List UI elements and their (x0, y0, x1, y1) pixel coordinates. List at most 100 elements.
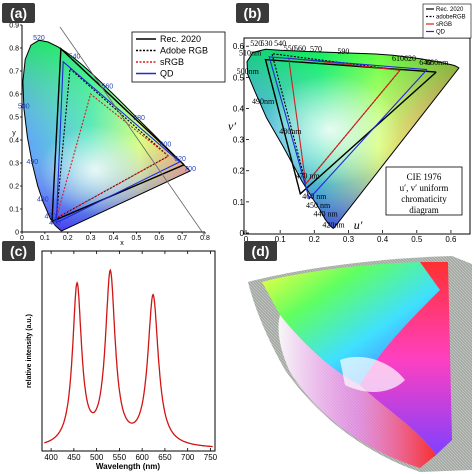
wavelength-label: 500 (18, 103, 30, 110)
color-surface-bottom (278, 315, 436, 468)
note-line-4: diagram (409, 205, 439, 215)
x-tick-label: 650 (158, 453, 172, 462)
gamut-qd (268, 56, 428, 200)
wavelength-label: 620 (174, 156, 186, 163)
wavelength-label: 470 nm (295, 172, 320, 181)
y-tick-label: 0.2 (9, 184, 19, 191)
y-axis-label: y (12, 130, 16, 137)
wavelength-label: 480nm (279, 127, 302, 136)
legend-entry: sRGB (160, 57, 184, 67)
y-tick-label: 0.1 (233, 198, 245, 207)
legend-entry: Rec. 2020 (436, 7, 464, 13)
x-axis-label: x (120, 240, 124, 247)
wavelength-label: 580 (133, 115, 145, 122)
y-tick-label: 0.7 (9, 69, 19, 76)
emission-spectrum-line (44, 268, 213, 448)
legend-entry: QD (436, 30, 446, 36)
x-tick-label: 0 (20, 235, 24, 242)
panel-badge: (a) (2, 3, 35, 23)
panel-c: 400 450 500 550 600 650 700 750 Wavelength (nm)… (2, 241, 218, 471)
wavelength-label: 420nm (322, 221, 345, 230)
wavelength-label: 510nm (239, 49, 262, 58)
x-tick-label: 500 (90, 453, 104, 462)
x-tick-label: 0.3 (343, 235, 355, 244)
gamut-srgb (55, 93, 169, 220)
y-tick-label: 0 (15, 230, 19, 237)
gamut-srgb (288, 57, 401, 186)
wavelength-label: 500nm (237, 67, 260, 76)
wavelength-label: 490 (26, 159, 38, 166)
color-surface-left (262, 262, 440, 385)
wavelength-label: 460 nm (302, 192, 327, 201)
note-line-1: CIE 1976 (407, 172, 442, 182)
wavelength-label: 570 (310, 45, 322, 54)
wavelength-label: 540 (274, 39, 286, 48)
note-line-2: u′, v′ uniform (400, 183, 449, 193)
panel-badge: (d) (244, 241, 277, 261)
x-tick-label: 700 (181, 453, 195, 462)
wavelength-label: 620 (404, 54, 416, 63)
panel-badge: (b) (236, 3, 269, 23)
x-tick-label: 0.3 (86, 235, 96, 242)
y-tick-label: 0.4 (233, 104, 245, 113)
gamut-volume-3d (248, 256, 472, 472)
panel-label: (c) (10, 243, 27, 259)
x-tick-label: 0.5 (132, 235, 142, 242)
wavelength-label: 450 nm (306, 201, 331, 210)
wavelength-label: 700 (184, 166, 196, 173)
x-tick-label: 450 (67, 453, 81, 462)
axes: 0 0.1 0.2 0.3 0.4 0.5 0.6 0 0.1 0.2 0.3 0.4 0.5 0.6 (233, 42, 457, 244)
x-tick-label: 0.8 (200, 235, 210, 242)
color-surface-right (360, 262, 452, 455)
gamut-qd (55, 60, 181, 224)
x-tick-label: 750 (204, 453, 218, 462)
y-tick-label: 0.2 (233, 167, 245, 176)
x-tick-label: 0.4 (109, 235, 119, 242)
y-tick-label: 0.5 (233, 73, 245, 82)
panel-label: (a) (10, 5, 27, 21)
x-tick-label: 0.2 (309, 235, 321, 244)
y-tick-label: 0.9 (9, 23, 19, 30)
note-line-3: chromaticity (401, 194, 447, 204)
x-axis-label: u′ (354, 218, 363, 232)
x-tick-label: 0.6 (445, 235, 457, 244)
panel-a: 0 0.1 0.2 0.3 0.4 0.5 0.6 0.7 0.8 0 0.1 0.2 0.3 0.4 0.… (2, 3, 226, 247)
x-tick-label: 400 (44, 453, 58, 462)
white-point-highlight (340, 356, 405, 392)
y-tick-label: 0.1 (9, 207, 19, 214)
x-axis-label: Wavelength (nm) (96, 462, 160, 471)
x-tick-label: 0.4 (377, 235, 389, 244)
x-tick-label: 0.1 (275, 235, 287, 244)
gamut-adobe-rgb (55, 67, 169, 220)
spectral-locus (22, 39, 191, 232)
legend-entry: Adobe RGB (160, 46, 208, 56)
legend-entry: sRGB (436, 22, 452, 28)
wavelength-label: 550 (284, 44, 296, 53)
wavelength-label: 600 (160, 141, 172, 148)
wavelength-label: 590 (337, 47, 349, 56)
y-tick-label: 0.3 (233, 136, 245, 145)
wavelength-label: 610 (392, 54, 404, 63)
y-tick-label: 0.4 (9, 138, 19, 145)
y-tick-label: 0.8 (9, 46, 19, 53)
wavelength-label: 640 (419, 58, 431, 67)
wavelength-label: 520 (250, 39, 262, 48)
gamut-triangles (264, 53, 437, 200)
plot-frame (41, 250, 216, 452)
panel-d: (d) (244, 241, 472, 472)
wavelength-label: 530 (260, 39, 272, 48)
wavelength-label: 680nm (426, 58, 449, 67)
gamut-triangles (51, 47, 185, 224)
diagram-note: CIE 1976 u′, v′ uniform chromaticity dia… (385, 166, 463, 216)
reference-diagonal-line (59, 26, 206, 237)
y-tick-label: 0.6 (233, 42, 245, 51)
wavelength-label: 560 (294, 44, 306, 53)
x-tick-label: 0.7 (177, 235, 187, 242)
y-tick-label: 0.5 (9, 115, 19, 122)
panel-badge: (c) (2, 241, 35, 261)
gamut-rec-2020 (51, 47, 185, 223)
wavelength-label: 560 (101, 83, 113, 90)
x-tick-label: 550 (113, 453, 127, 462)
